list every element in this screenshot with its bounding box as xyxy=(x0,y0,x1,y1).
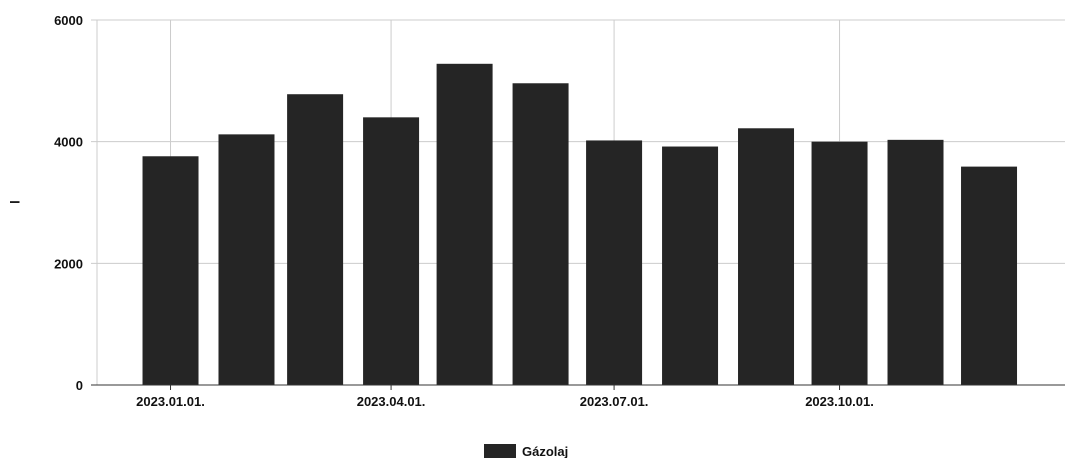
legend: Gázolaj xyxy=(484,444,568,458)
bar xyxy=(437,64,493,385)
bar xyxy=(812,142,868,385)
x-tick-label: 2023.04.01. xyxy=(357,394,426,409)
bar xyxy=(961,167,1017,385)
x-tick-label: 2023.10.01. xyxy=(805,394,874,409)
bar xyxy=(363,117,419,385)
legend-label-gazolaj: Gázolaj xyxy=(522,444,568,458)
x-tick-label: 2023.07.01. xyxy=(580,394,649,409)
bars xyxy=(143,64,1018,385)
y-tick-label: 6000 xyxy=(54,13,83,28)
y-tick-label: 2000 xyxy=(54,256,83,271)
y-axis-label: l xyxy=(7,200,22,204)
bar xyxy=(738,128,794,385)
legend-swatch-gazolaj xyxy=(484,444,516,458)
bar xyxy=(513,83,569,385)
bar xyxy=(888,140,944,385)
y-tick-label: 4000 xyxy=(54,135,83,150)
bar xyxy=(662,147,718,385)
bar xyxy=(218,134,274,385)
bar xyxy=(143,156,199,385)
bar xyxy=(586,140,642,385)
bar xyxy=(287,94,343,385)
y-tick-label: 0 xyxy=(76,378,83,393)
x-tick-label: 2023.01.01. xyxy=(136,394,205,409)
